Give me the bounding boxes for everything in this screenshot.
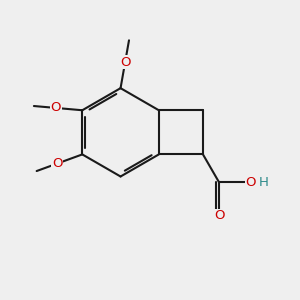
Text: O: O [51, 101, 61, 114]
Text: O: O [52, 157, 63, 170]
Text: O: O [214, 209, 224, 222]
Text: O: O [120, 56, 130, 69]
Text: H: H [259, 176, 269, 189]
Text: O: O [246, 176, 256, 189]
